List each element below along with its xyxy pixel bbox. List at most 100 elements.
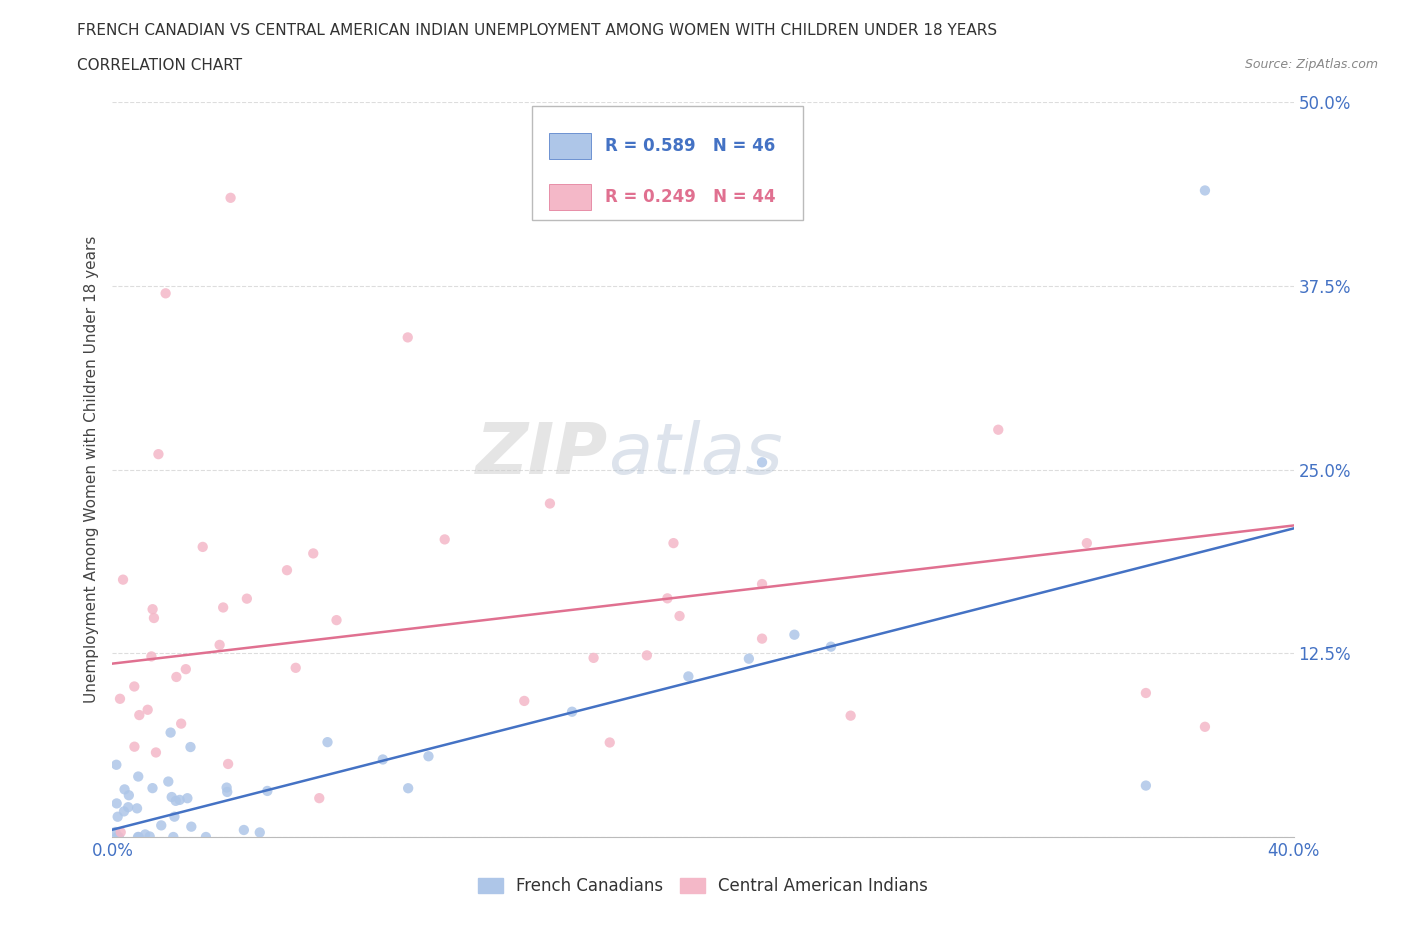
- Point: [105, 830, 128, 844]
- Point: [163, 809, 186, 824]
- Text: Source: ZipAtlas.com: Source: ZipAtlas.com: [1244, 58, 1378, 71]
- Point: [325, 613, 347, 628]
- Point: [127, 830, 149, 844]
- Point: [142, 602, 165, 617]
- Point: [165, 670, 187, 684]
- Point: [751, 577, 773, 591]
- Point: [145, 745, 167, 760]
- Text: CORRELATION CHART: CORRELATION CHART: [77, 58, 242, 73]
- Point: [232, 822, 254, 837]
- Point: [125, 801, 148, 816]
- Point: [104, 825, 127, 840]
- Point: [215, 780, 238, 795]
- Point: [162, 830, 184, 844]
- Y-axis label: Unemployment Among Women with Children Under 18 years: Unemployment Among Women with Children U…: [83, 236, 98, 703]
- Point: [276, 563, 298, 578]
- Point: [108, 830, 131, 844]
- Point: [170, 716, 193, 731]
- Point: [316, 735, 339, 750]
- Point: [138, 829, 160, 844]
- Point: [105, 757, 128, 772]
- Point: [114, 782, 136, 797]
- Point: [212, 600, 235, 615]
- Point: [219, 191, 242, 206]
- Point: [256, 783, 278, 798]
- Point: [180, 819, 202, 834]
- Point: [134, 827, 156, 842]
- Point: [582, 650, 605, 665]
- Point: [127, 769, 149, 784]
- Point: [1194, 720, 1216, 735]
- Point: [159, 725, 181, 740]
- Point: [179, 739, 201, 754]
- Point: [191, 539, 214, 554]
- Point: [783, 627, 806, 642]
- Point: [662, 536, 685, 551]
- Point: [371, 752, 394, 767]
- Point: [155, 286, 177, 300]
- Point: [169, 792, 191, 807]
- Point: [820, 639, 842, 654]
- Point: [987, 422, 1010, 437]
- Point: [176, 790, 198, 805]
- Point: [302, 546, 325, 561]
- Point: [636, 648, 658, 663]
- FancyBboxPatch shape: [550, 184, 591, 210]
- FancyBboxPatch shape: [531, 106, 803, 219]
- Point: [433, 532, 456, 547]
- Point: [124, 679, 146, 694]
- Point: [136, 702, 159, 717]
- Point: [124, 739, 146, 754]
- Point: [142, 611, 165, 626]
- Point: [217, 756, 239, 771]
- Point: [217, 785, 239, 800]
- Point: [308, 790, 330, 805]
- Point: [599, 735, 621, 750]
- Point: [538, 496, 561, 511]
- Point: [150, 818, 173, 833]
- Text: R = 0.249   N = 44: R = 0.249 N = 44: [605, 188, 776, 206]
- Point: [110, 825, 132, 840]
- Point: [128, 830, 150, 844]
- Point: [657, 591, 679, 605]
- Point: [194, 830, 217, 844]
- Point: [141, 649, 163, 664]
- Point: [148, 446, 170, 461]
- Point: [396, 330, 419, 345]
- Legend: French Canadians, Central American Indians: French Canadians, Central American India…: [471, 870, 935, 902]
- FancyBboxPatch shape: [550, 133, 591, 159]
- Point: [160, 790, 183, 804]
- Point: [396, 781, 419, 796]
- Point: [751, 455, 773, 470]
- Point: [118, 788, 141, 803]
- Point: [839, 709, 862, 724]
- Point: [112, 804, 135, 818]
- Point: [1135, 778, 1157, 793]
- Point: [1135, 685, 1157, 700]
- Point: [1076, 536, 1098, 551]
- Point: [1194, 183, 1216, 198]
- Point: [284, 660, 307, 675]
- Point: [513, 694, 536, 709]
- Point: [668, 608, 690, 623]
- Point: [165, 793, 187, 808]
- Point: [208, 637, 231, 652]
- Text: R = 0.589   N = 46: R = 0.589 N = 46: [605, 137, 775, 154]
- Point: [117, 800, 139, 815]
- Point: [107, 809, 129, 824]
- Point: [174, 662, 197, 677]
- Point: [678, 669, 700, 684]
- Text: FRENCH CANADIAN VS CENTRAL AMERICAN INDIAN UNEMPLOYMENT AMONG WOMEN WITH CHILDRE: FRENCH CANADIAN VS CENTRAL AMERICAN INDI…: [77, 23, 997, 38]
- Point: [561, 704, 583, 719]
- Point: [157, 774, 180, 789]
- Point: [236, 591, 259, 606]
- Point: [128, 708, 150, 723]
- Point: [418, 749, 440, 764]
- Point: [105, 796, 128, 811]
- Point: [249, 825, 271, 840]
- Point: [112, 572, 135, 587]
- Point: [141, 780, 163, 795]
- Point: [108, 691, 131, 706]
- Text: ZIP: ZIP: [477, 420, 609, 489]
- Point: [738, 651, 761, 666]
